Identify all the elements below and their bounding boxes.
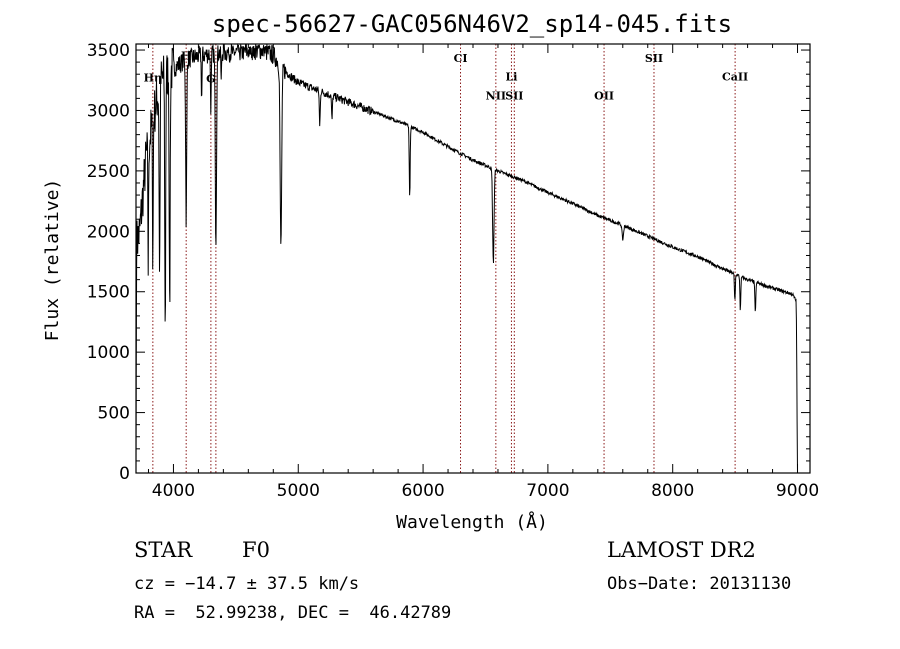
line-markers [152, 44, 736, 473]
marker-label: OII [594, 90, 614, 103]
x-axis: 4000 5000 6000 7000 8000 9000 [147, 44, 819, 501]
x-tick-label: 7000 [526, 481, 569, 501]
plot-frame [135, 43, 811, 474]
x-tick-label: 8000 [651, 481, 694, 501]
chart-title: spec-56627-GAC056N46V2_sp14-045.fits [212, 10, 732, 38]
x-tick-label: 9000 [776, 481, 819, 501]
y-tick-label: 3500 [87, 41, 130, 61]
observation-date: Obs−Date: 20131130 [607, 574, 792, 594]
spectral-subclass: F0 [242, 538, 270, 562]
y-tick-label: 0 [119, 464, 130, 484]
marker-label: SII [645, 52, 663, 65]
x-tick-label: 6000 [401, 481, 444, 501]
marker-label: Li [505, 70, 517, 83]
y-axis-label: Flux (relative) [42, 179, 63, 342]
y-tick-label: 3000 [87, 101, 130, 121]
marker-label: NII [486, 90, 506, 103]
marker-label: CI [454, 52, 468, 65]
sky-coordinates: RA = 52.99238, DEC = 46.42789 [134, 603, 452, 623]
x-axis-label: Wavelength (Å) [396, 511, 548, 533]
y-tick-label: 1000 [87, 343, 130, 363]
redshift-velocity: cz = −14.7 ± 37.5 km/s [134, 574, 360, 594]
marker-label: H [181, 50, 191, 63]
y-tick-label: 500 [98, 404, 130, 424]
survey-name: LAMOST DR2 [607, 538, 756, 562]
x-tick-label: 5000 [277, 481, 320, 501]
y-tick-label: 2000 [87, 222, 130, 242]
marker-label: SII [505, 90, 523, 103]
y-tick-label: 2500 [87, 162, 130, 182]
y-axis: 0 500 1000 1500 2000 2500 3000 3500 [87, 41, 810, 484]
x-tick-label: 4000 [152, 481, 195, 501]
marker-label: CaII [722, 70, 748, 83]
object-type: STAR [134, 538, 193, 562]
spectrum-line [135, 43, 798, 474]
marker-label: Hη [144, 71, 162, 84]
y-tick-label: 1500 [87, 283, 130, 303]
